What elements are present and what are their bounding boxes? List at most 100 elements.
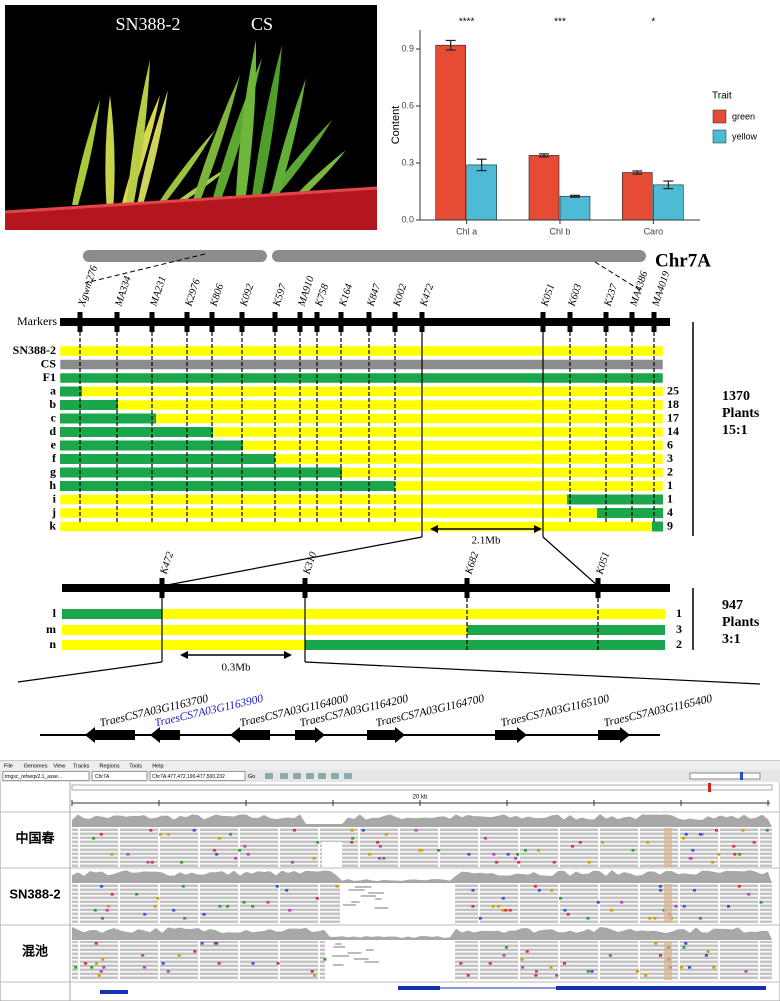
mismatch [217,962,221,965]
genome-select [2,771,90,781]
genotype-bar [59,399,664,411]
distance-label: 2.1Mb [471,535,501,547]
mismatch [684,833,688,836]
mismatch [161,962,165,965]
pot-rim [4,186,378,214]
mismatch [466,974,470,977]
mismatch [177,954,181,957]
mismatch [101,958,105,961]
arrow-head [430,525,438,533]
genotype-segment [567,494,663,505]
mismatch [587,861,591,864]
arrow-head [534,525,542,533]
zoom-line [304,661,761,685]
mismatch [376,841,380,844]
mismatch [648,917,652,920]
track-label: SN388-2 [9,886,60,901]
mismatch [110,853,114,856]
mismatch [600,841,604,844]
coverage [72,927,772,940]
mismatch [102,966,106,969]
genotype-segment [60,427,213,437]
y-tick-label: 0.0 [401,214,414,224]
mismatch [215,942,219,945]
mismatch [688,966,692,969]
summary-text: 15:1 [722,423,748,438]
marker-label: K164 [337,282,355,309]
mismatch [491,905,495,908]
mismatch [310,970,314,973]
marker-tick [314,312,320,332]
sparse-read [375,898,382,900]
row-label: b [49,397,56,411]
mismatch [212,849,216,852]
marker-label: K472 [158,550,176,577]
mismatch [141,954,145,957]
toolbar-icon [280,773,288,779]
chromosome-label: Chr7A [655,250,711,271]
mismatch [218,905,222,908]
marker-line [62,584,670,592]
mismatch [698,917,702,920]
mismatch [384,833,388,836]
error-bar [570,194,580,198]
mismatch [765,829,769,832]
marker-label: K2976 [183,277,203,309]
x-tick-label: Chl b [549,226,570,236]
locus-text: Chr7A:477,472,190-477,500,232 [152,774,225,780]
mismatch [378,845,382,848]
variant-column [664,828,672,867]
arrow-head [284,651,292,659]
gene-arrow [367,727,405,743]
mismatch [350,829,354,832]
marker-label: MA231 [148,275,168,309]
marker-label: K002 [391,282,409,309]
mismatch [504,909,508,912]
gene-label: TraesCS7A03G1165400 [603,693,714,730]
mismatch [534,970,538,973]
leaf [72,100,100,205]
zoom-line [161,536,423,587]
marker-tick [392,312,398,332]
sparse-read [342,904,356,906]
bar [622,172,653,221]
menu-item: Regions [99,763,119,769]
sparse-read [360,895,377,897]
sparse-read [365,949,374,951]
mismatch [691,849,695,852]
mismatch [658,885,662,888]
genotype-bar [59,372,664,384]
mismatch [437,849,441,852]
mismatch [467,853,471,856]
mismatch [288,909,292,912]
row-label: h [49,478,56,492]
marker-tick [149,312,155,332]
mismatch [106,905,110,908]
marker-label: MA334 [113,274,134,308]
genotype-segment [652,521,663,532]
mismatch [94,942,98,945]
gene-arrow [85,727,135,743]
sparse-read [332,964,344,966]
genotype-segment [60,400,118,410]
y-tick-label: 0.9 [401,43,414,53]
marker-label: K051 [539,283,557,309]
mismatch [717,853,721,856]
mismatch [135,893,139,896]
mismatch [478,917,482,920]
mismatch [156,897,160,900]
zoom-line [594,261,641,291]
mismatch [100,917,104,920]
genotype-segment [305,640,665,650]
read-gap [322,842,342,867]
mismatch [501,897,505,900]
gene-arrow [230,727,270,743]
mismatch [682,905,686,908]
mismatch [514,857,518,860]
marker-label: K092 [238,282,256,309]
marker-label: K472 [418,282,436,309]
mismatch [653,917,657,920]
mismatch [488,962,492,965]
marker-label: K237 [602,282,620,309]
y-tick-label: 0.3 [401,157,414,167]
